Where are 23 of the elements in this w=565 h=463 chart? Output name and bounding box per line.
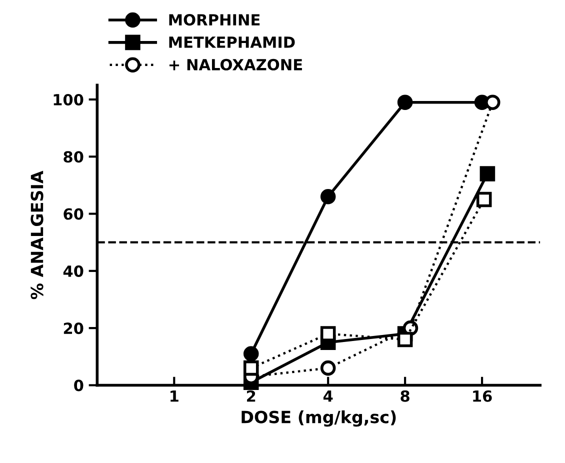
point — [243, 360, 259, 376]
y-axis-title: % ANALGESIA — [30, 170, 44, 300]
point — [397, 332, 413, 348]
x-axis-title: DOSE (mg/kg,sc) — [242, 410, 396, 427]
point — [243, 346, 259, 362]
legend-label: + NALOXAZONE — [169, 58, 302, 70]
x-tick-label: 8 — [400, 390, 410, 402]
y-tick-label: 100 — [54, 94, 84, 106]
y-tick-label: 80 — [64, 151, 84, 163]
legend-label: MORPHINE — [169, 14, 260, 26]
y-tick-label: 20 — [64, 322, 84, 334]
x-tick-label: 16 — [473, 390, 492, 402]
point — [397, 94, 413, 110]
legend-label: METKEPHAMID — [169, 36, 295, 48]
x-tick-label: 1 — [170, 390, 178, 402]
point — [320, 360, 336, 376]
point — [320, 188, 336, 204]
y-tick-label: 60 — [64, 208, 84, 220]
point — [320, 326, 336, 342]
x-tick-label: 2 — [247, 390, 256, 402]
y-tick-label: 0 — [74, 380, 84, 392]
x-tick-label: 4 — [323, 390, 333, 402]
y-tick-label: 40 — [63, 265, 84, 277]
